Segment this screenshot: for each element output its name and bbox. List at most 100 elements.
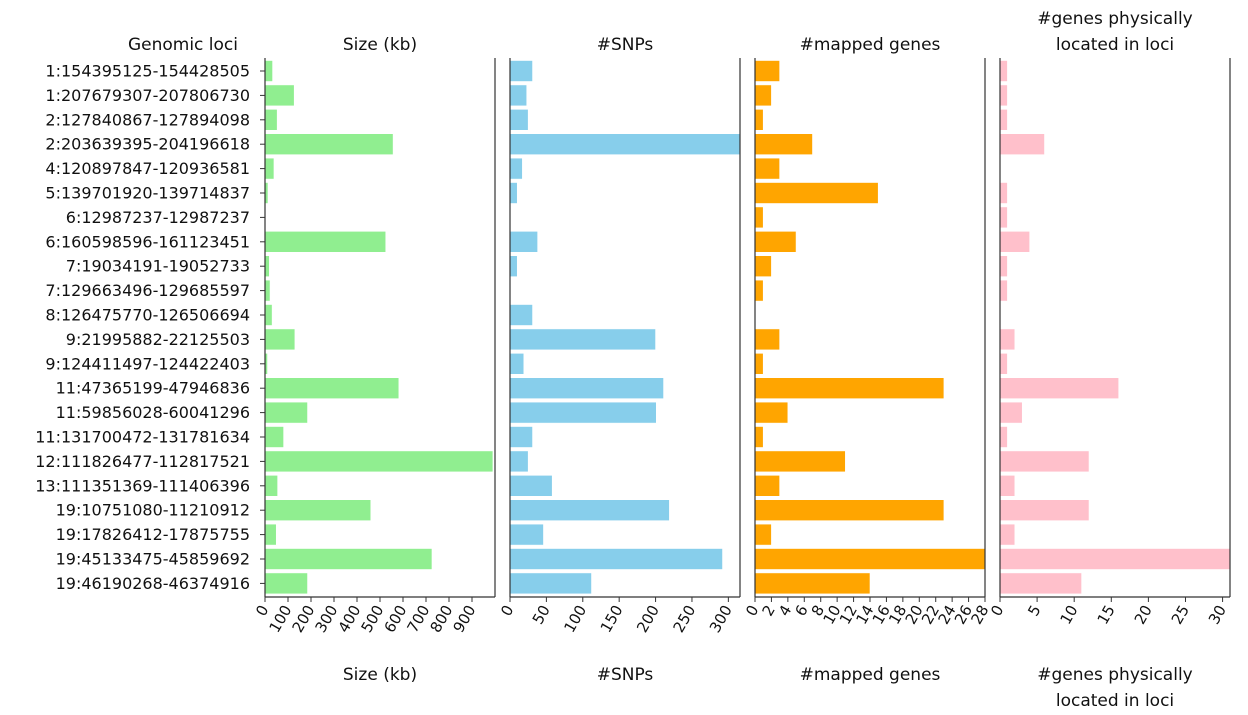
category-label: 12:111826477-112817521 <box>35 452 250 471</box>
bar <box>264 328 296 351</box>
bar <box>999 572 1082 595</box>
category-label: 19:46190268-46374916 <box>56 574 250 593</box>
category-label: 2:203639395-204196618 <box>45 135 250 154</box>
bar <box>264 474 278 497</box>
bar <box>264 133 394 155</box>
bar <box>754 548 986 570</box>
bar <box>999 133 1045 155</box>
bar <box>754 60 780 82</box>
bar <box>999 279 1008 302</box>
x-tick-label: 300 <box>312 602 342 636</box>
x-axis-label: #SNPs <box>597 665 654 685</box>
bar <box>509 304 533 326</box>
bar <box>509 231 538 253</box>
bar <box>509 450 529 473</box>
bar <box>509 377 664 400</box>
bar <box>754 231 797 253</box>
bar <box>264 157 275 180</box>
bar <box>999 84 1008 107</box>
x-tick-label: 700 <box>404 602 434 636</box>
bar <box>999 352 1008 375</box>
bar <box>999 109 1008 131</box>
x-tick-label: 200 <box>289 602 319 636</box>
bar <box>264 231 387 253</box>
x-tick-label: 20 <box>1131 602 1156 628</box>
category-label: 4:120897847-120936581 <box>45 159 250 178</box>
bar <box>999 426 1008 448</box>
x-tick-label: 15 <box>1094 602 1119 628</box>
bar <box>754 474 780 497</box>
category-label: 1:154395125-154428505 <box>45 62 250 81</box>
bar <box>264 60 273 82</box>
x-tick-label: 250 <box>670 602 700 636</box>
bar <box>999 474 1016 497</box>
x-tick-label: 200 <box>633 602 663 636</box>
bar <box>999 377 1120 400</box>
bar <box>509 60 533 82</box>
category-label: 11:59856028-60041296 <box>56 403 250 422</box>
bar <box>754 279 764 302</box>
bar <box>264 255 270 277</box>
bar <box>754 572 871 595</box>
bar <box>754 133 813 155</box>
x-tick-label: 400 <box>335 602 365 636</box>
bar <box>509 426 533 448</box>
bar <box>999 60 1008 82</box>
bar <box>999 548 1231 570</box>
bar <box>754 255 772 277</box>
category-label: 7:19034191-19052733 <box>66 257 250 276</box>
category-label: 2:127840867-127894098 <box>45 110 250 129</box>
panel-title: #SNPs <box>597 35 654 55</box>
x-tick-label: 100 <box>266 602 296 636</box>
bar <box>264 377 400 400</box>
bar <box>754 328 780 351</box>
x-tick-label: 600 <box>381 602 411 636</box>
bar <box>754 84 772 107</box>
bar <box>264 523 277 546</box>
bar <box>264 426 284 448</box>
bar <box>264 109 278 131</box>
bar <box>509 255 518 277</box>
x-tick-label: 30 <box>1205 602 1230 628</box>
category-label: 19:10751080-11210912 <box>56 501 250 520</box>
bar <box>754 401 789 424</box>
x-axis-label: Size (kb) <box>343 665 417 685</box>
panel-title: Size (kb) <box>343 35 417 55</box>
x-tick-label: 900 <box>450 602 480 636</box>
bar <box>509 401 657 424</box>
x-tick-label: 0 <box>252 602 272 619</box>
bar <box>999 450 1090 473</box>
bar <box>754 426 764 448</box>
x-tick-label: 25 <box>1168 602 1193 628</box>
x-tick-label: 5 <box>1024 602 1044 619</box>
category-label: 11:131700472-131781634 <box>35 428 250 447</box>
category-label: 6:12987237-12987237 <box>66 208 250 227</box>
bar <box>999 401 1023 424</box>
x-tick-label: 100 <box>560 602 590 636</box>
x-tick-label: 500 <box>358 602 388 636</box>
bar <box>509 328 656 351</box>
bar <box>754 352 764 375</box>
bar <box>754 182 879 204</box>
bar <box>509 352 525 375</box>
x-tick-label: 50 <box>529 602 554 628</box>
category-label: 8:126475770-126506694 <box>45 306 250 325</box>
bar <box>509 572 592 595</box>
bar <box>999 255 1008 277</box>
bar <box>264 548 433 570</box>
bar <box>999 328 1016 351</box>
loci-header: Genomic loci <box>128 35 238 55</box>
bar <box>754 157 780 180</box>
bar <box>754 206 764 229</box>
x-tick-label: 0 <box>987 602 1007 619</box>
bar <box>509 548 723 570</box>
x-tick-label: 0 <box>497 602 517 619</box>
bar <box>264 304 273 326</box>
bar <box>509 84 528 107</box>
bar <box>509 133 741 155</box>
bar <box>264 572 308 595</box>
x-tick-label: 300 <box>706 602 736 636</box>
category-label: 13:111351369-111406396 <box>35 476 250 495</box>
bar <box>509 523 544 546</box>
